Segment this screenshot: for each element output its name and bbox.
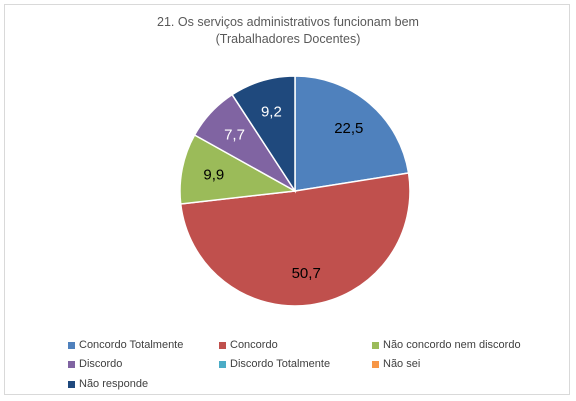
pie-slice-7 [231, 75, 296, 194]
pie-data-label-3: 9,9 [203, 167, 224, 184]
pie-slice-1 [294, 75, 410, 192]
chart-title-line: 21. Os serviços administrativos funciona… [157, 15, 419, 29]
chart-subtitle-line: (Trabalhadores Docentes) [215, 32, 361, 46]
pie-data-label-7: 9,2 [261, 104, 282, 121]
pie-data-label-1: 22,5 [334, 120, 363, 137]
pie-data-label-2: 50,7 [292, 265, 321, 282]
chart-area: 21. Os serviços administrativos funciona… [4, 4, 570, 395]
chart-title: 21. Os serviços administrativos funciona… [5, 14, 571, 48]
pie-slice-2 [179, 172, 411, 307]
pie-data-label-4: 7,7 [224, 127, 245, 144]
pie-chart: 22,5 50,7 9,9 7,7 9,2 [179, 75, 411, 307]
pie-slice-3 [179, 133, 298, 205]
